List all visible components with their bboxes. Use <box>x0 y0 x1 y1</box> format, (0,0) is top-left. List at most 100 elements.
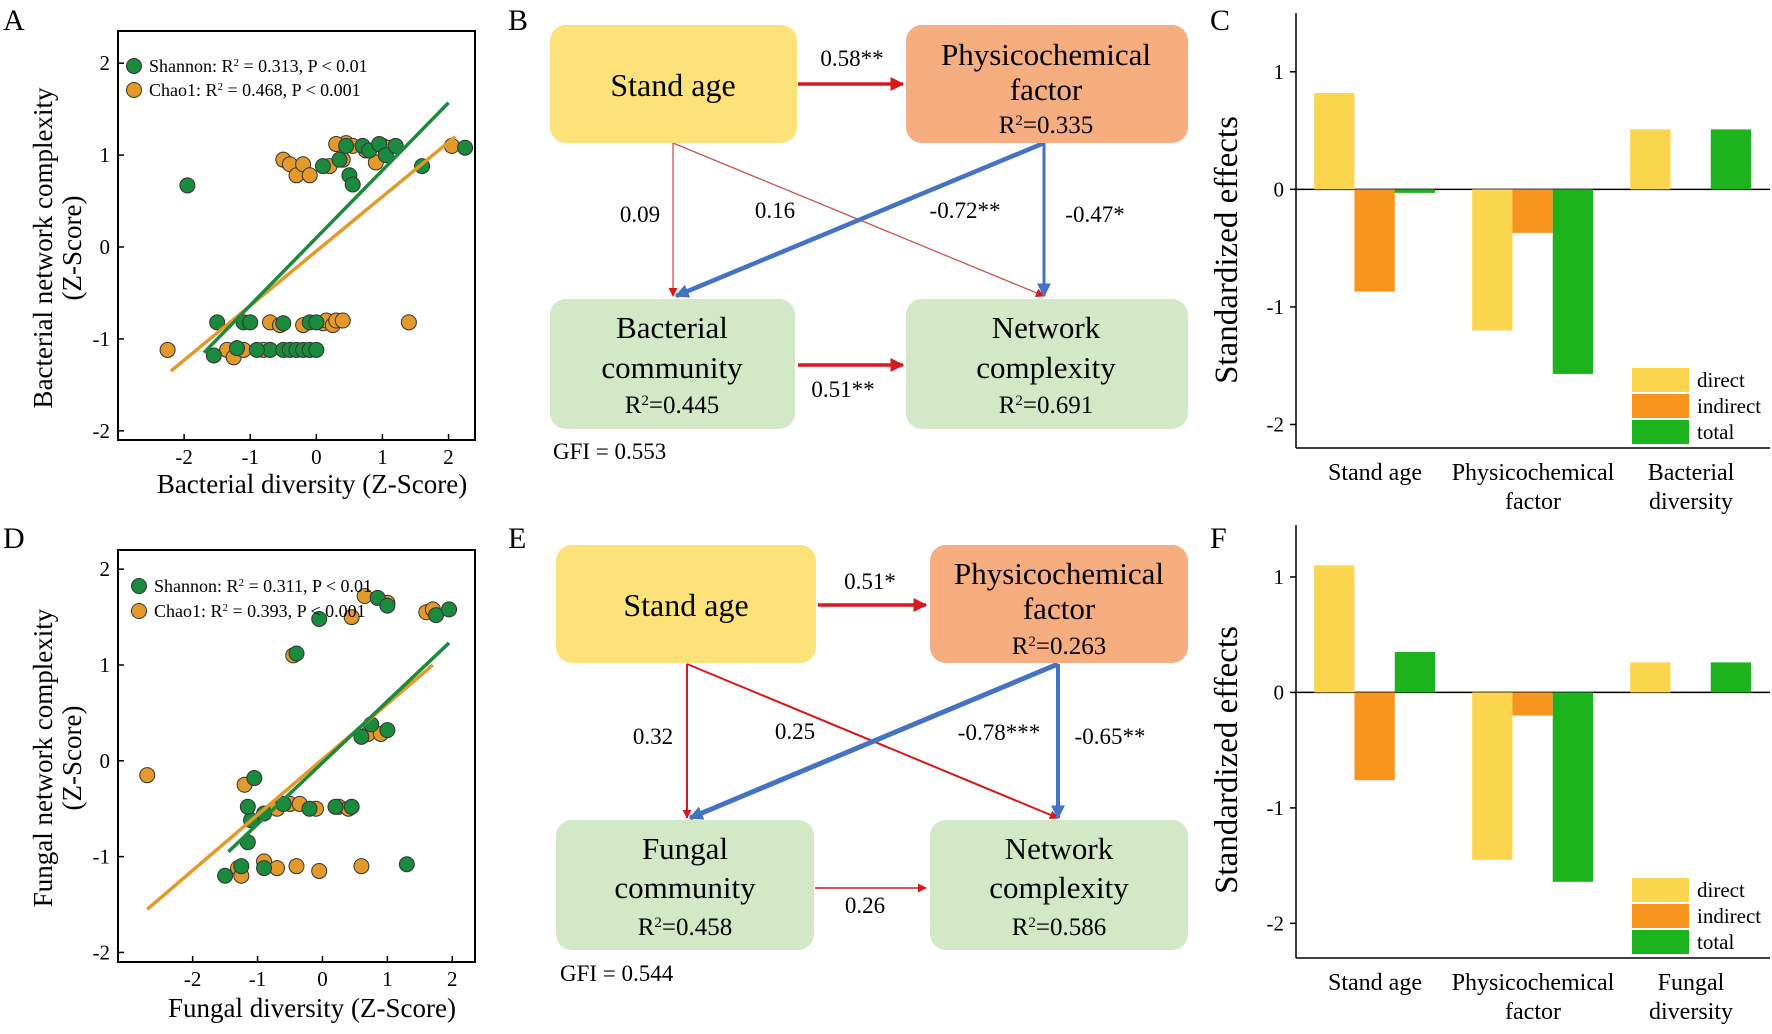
bar-c-category-label-0-0: Stand age <box>1328 460 1422 486</box>
scatter-d-point-shannon-8 <box>275 795 292 812</box>
bar-f-legend-swatch-indirect <box>1632 904 1689 928</box>
coef-age-comm-b: 0.09 <box>620 202 660 227</box>
panel-label-e: E <box>508 522 526 555</box>
scatter-a-point-shannon-14 <box>308 341 325 358</box>
box-physico-b-line1: Physicochemical <box>941 37 1151 72</box>
coef-phys-comm-b: -0.72** <box>930 198 1001 223</box>
panel-label-f: F <box>1210 522 1227 555</box>
bar-c-legend-swatch-indirect <box>1632 394 1689 418</box>
bar-c-ytick-label-1: -1 <box>1267 295 1285 319</box>
scatter-chart-d: -2 -1 0 1 2 -2 -1 0 1 2 Shannon: R2 = 0.311, P < 0… <box>93 549 476 991</box>
sem-diagram-e: Stand age Physicochemical factor R2=0.26… <box>556 545 1188 986</box>
bar-chart-c: -2 -1 0 1 Stand age Physicochemical factor Bact… <box>1267 13 1770 515</box>
scatter-a-point-shannon-27 <box>457 139 474 156</box>
bar-f-bar-direct-0 <box>1314 565 1355 693</box>
scatter-d-point-shannon-16 <box>379 597 396 614</box>
scatter-d-point-shannon-9 <box>288 645 305 662</box>
scatter-d-point-chao1-22 <box>343 609 360 626</box>
bar-f-ytick-label-3: 1 <box>1274 565 1285 589</box>
box-network-e <box>930 820 1188 950</box>
scatter-a-ytick-label-0: -2 <box>93 419 111 443</box>
bar-f-legend-label-direct: direct <box>1697 878 1745 902</box>
scatter-d-ytick-label-2: 0 <box>100 749 111 773</box>
bar-f-bar-indirect-1 <box>1512 692 1553 716</box>
coef-phys-net-e: -0.65** <box>1075 724 1146 749</box>
coef-age-comm-e: 0.32 <box>633 724 673 749</box>
panel-label-b: B <box>508 4 528 37</box>
box-stand-age-e <box>556 545 816 663</box>
bar-c-legend-swatch-total <box>1632 420 1689 444</box>
scatter-a-xtick-label-3: 1 <box>377 445 388 469</box>
bar-f-legend-swatch-direct <box>1632 878 1689 902</box>
scatter-d-point-shannon-17 <box>398 856 415 873</box>
panel-label-d: D <box>3 522 25 555</box>
scatter-a-point-chao1-18 <box>301 167 318 184</box>
coef-phys-net-b: -0.47* <box>1065 202 1124 227</box>
scatter-a-point-shannon-7 <box>308 314 325 331</box>
box-community-e-line1: Fungal <box>642 831 728 866</box>
legend-chao1-label: Chao1: R2 = 0.393, P < 0.001 <box>154 601 366 621</box>
scatter-d-point-shannon-1 <box>233 858 250 875</box>
scatter-a-point-chao1-13 <box>400 314 417 331</box>
bar-c-bar-total-1 <box>1552 189 1594 374</box>
scatter-d-point-shannon-10 <box>311 610 328 627</box>
scatter-d-ytick-label-1: -1 <box>93 845 111 869</box>
legend-chao1-marker <box>126 82 142 98</box>
scatter-d-point-shannon-12 <box>353 728 370 745</box>
legend-shannon-marker <box>126 58 142 74</box>
box-physico-e-r2: R2=0.263 <box>1012 633 1107 660</box>
bar-f-ytick-label-2: 0 <box>1274 680 1285 704</box>
box-network-b-line2: complexity <box>976 350 1116 385</box>
scatter-d-axes-frame <box>117 549 476 963</box>
scatter-d-point-shannon-19 <box>441 601 458 618</box>
bar-c-legend-label-indirect: indirect <box>1697 394 1761 418</box>
coef-age-net-b: 0.16 <box>755 198 795 223</box>
scatter-d-point-chao1-11 <box>311 862 328 879</box>
coef-comm-net-b: 0.51** <box>811 377 874 402</box>
bar-f-category-label-2-1: diversity <box>1649 999 1733 1025</box>
bar-c-bar-direct-2 <box>1630 129 1671 190</box>
panel-label-a: A <box>3 4 25 37</box>
coef-age-phys-e: 0.51* <box>844 569 896 594</box>
coef-comm-net-e: 0.26 <box>845 893 885 918</box>
bar-f-legend-label-indirect: indirect <box>1697 904 1761 928</box>
bar-f-ytick-label-0: -2 <box>1267 911 1285 935</box>
scatter-a-point-shannon-1 <box>205 347 222 364</box>
bar-c-bar-total-2 <box>1710 129 1752 190</box>
scatter-a-ytick-label-2: 0 <box>100 235 111 259</box>
scatter-a-point-shannon-16 <box>229 340 245 357</box>
scatter-a-ylabel2: (Z-Score) <box>57 196 87 301</box>
legend-chao1-label: Chao1: R2 = 0.468, P < 0.001 <box>149 80 361 100</box>
bar-f-ylabel: Standardized effects <box>1209 626 1245 894</box>
box-network-b-r2: R2=0.691 <box>999 392 1094 419</box>
bar-f-legend-label-total: total <box>1697 930 1734 954</box>
scatter-d-xtick-label-1: -1 <box>249 967 267 991</box>
scatter-a-point-shannon-25 <box>387 137 404 154</box>
scatter-d-point-shannon-5 <box>239 798 256 815</box>
bar-c-ylabel: Standardized effects <box>1209 116 1245 384</box>
scatter-a-point-shannon-4 <box>242 314 259 331</box>
scatter-d-ytick-label-0: -2 <box>93 940 111 964</box>
scatter-d-point-shannon-11 <box>343 798 360 815</box>
scatter-a-ytick-label-4: 2 <box>100 51 111 75</box>
bar-f-category-label-0-0: Stand age <box>1328 970 1422 996</box>
scatter-d-point-chao1-12 <box>288 858 305 875</box>
bar-chart-f: -2 -1 0 1 Stand age Physicochemical factor Fung… <box>1267 525 1770 1025</box>
scatter-a-point-chao1-0 <box>159 341 176 358</box>
scatter-a-point-shannon-2 <box>209 314 226 331</box>
box-community-e <box>556 820 814 950</box>
bar-f-legend-swatch-total <box>1632 930 1689 954</box>
bar-c-legend-label-total: total <box>1697 420 1734 444</box>
legend-chao1-marker <box>131 603 147 619</box>
scatter-d-fit-line-shannon <box>227 641 451 854</box>
bar-f-bar-total-2 <box>1710 662 1752 693</box>
box-network-e-r2: R2=0.586 <box>1012 914 1107 941</box>
scatter-a-point-shannon-28 <box>338 137 355 154</box>
scatter-d-point-shannon-20 <box>301 800 318 817</box>
scatter-d-xtick-label-4: 2 <box>447 967 458 991</box>
scatter-a-legend: Shannon: R2 = 0.313, P < 0.01 Chao1: R2 … <box>126 56 368 100</box>
box-community-b-line2: community <box>601 350 743 385</box>
scatter-d-xlabel: Fungal diversity (Z-Score) <box>168 993 456 1023</box>
scatter-d-ytick-label-4: 2 <box>100 557 111 581</box>
